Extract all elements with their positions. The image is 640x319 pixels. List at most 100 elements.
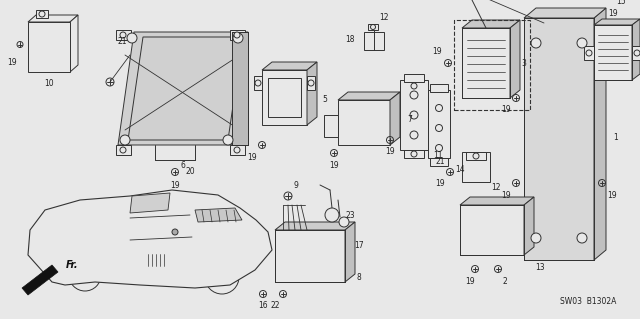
Text: 15: 15 [616, 0, 626, 5]
Text: 19: 19 [608, 9, 618, 18]
Polygon shape [275, 222, 355, 230]
Bar [28, 22, 70, 72]
Circle shape [120, 135, 130, 145]
Text: 1: 1 [614, 133, 618, 143]
Text: 9: 9 [294, 181, 298, 189]
Bar [430, 158, 448, 166]
Text: 20: 20 [185, 167, 195, 176]
Circle shape [410, 91, 418, 99]
Bar [584, 46, 594, 60]
Bar [254, 76, 262, 90]
Bar [338, 100, 390, 145]
Bar [462, 28, 510, 98]
Bar [275, 230, 345, 282]
Text: 19: 19 [435, 180, 445, 189]
Circle shape [577, 233, 587, 243]
Bar [594, 25, 632, 80]
Text: 3: 3 [522, 58, 527, 68]
Bar [307, 76, 315, 90]
Polygon shape [510, 20, 520, 98]
Bar [262, 70, 307, 125]
Text: 19: 19 [329, 160, 339, 169]
Circle shape [435, 145, 442, 152]
Text: 10: 10 [44, 79, 54, 88]
Bar [116, 30, 131, 40]
Circle shape [435, 124, 442, 131]
Bar [230, 145, 245, 155]
Polygon shape [460, 197, 534, 205]
Text: 12: 12 [380, 12, 388, 21]
Bar [268, 78, 301, 117]
Text: 2: 2 [502, 277, 508, 286]
Bar [454, 20, 530, 110]
Polygon shape [632, 19, 640, 80]
Polygon shape [28, 15, 78, 22]
Circle shape [339, 217, 349, 227]
Circle shape [233, 33, 243, 43]
Circle shape [410, 131, 418, 139]
Circle shape [577, 38, 587, 48]
Text: 19: 19 [501, 190, 511, 199]
Circle shape [435, 105, 442, 112]
Polygon shape [118, 32, 248, 145]
Circle shape [223, 135, 233, 145]
Polygon shape [594, 19, 640, 25]
Text: 23: 23 [345, 211, 355, 219]
Ellipse shape [166, 77, 200, 99]
Text: 19: 19 [465, 277, 475, 286]
Text: SW03  B1302A: SW03 B1302A [560, 298, 616, 307]
Polygon shape [195, 208, 242, 222]
Text: 19: 19 [607, 190, 617, 199]
Text: Fr.: Fr. [66, 260, 78, 270]
Text: 6: 6 [180, 160, 186, 169]
Polygon shape [390, 92, 400, 145]
Polygon shape [232, 32, 248, 145]
Bar [632, 46, 640, 60]
Circle shape [205, 260, 239, 294]
Polygon shape [338, 92, 400, 100]
Bar [428, 90, 450, 158]
Bar [364, 32, 384, 50]
Bar [400, 80, 428, 150]
Polygon shape [28, 190, 272, 288]
Text: 18: 18 [345, 35, 355, 44]
Polygon shape [307, 62, 317, 125]
Text: 19: 19 [501, 106, 511, 115]
Polygon shape [462, 20, 520, 28]
Bar [404, 150, 424, 158]
Text: 12: 12 [492, 182, 500, 191]
Text: 19: 19 [247, 152, 257, 161]
Bar [36, 10, 48, 18]
Text: 19: 19 [170, 181, 180, 189]
Polygon shape [524, 8, 606, 18]
Text: 14: 14 [455, 166, 465, 174]
Circle shape [234, 32, 240, 38]
Circle shape [120, 147, 126, 153]
Text: 7: 7 [408, 115, 412, 124]
Text: 5: 5 [323, 95, 328, 105]
Text: 19: 19 [385, 147, 395, 157]
Circle shape [410, 111, 418, 119]
Circle shape [531, 233, 541, 243]
Text: 16: 16 [258, 301, 268, 310]
Circle shape [234, 147, 240, 153]
Bar [404, 74, 424, 82]
Circle shape [325, 208, 339, 222]
Bar [466, 152, 486, 160]
Text: 19: 19 [7, 58, 17, 67]
Polygon shape [130, 193, 170, 213]
Bar [324, 115, 338, 137]
Text: 21: 21 [435, 158, 445, 167]
Polygon shape [262, 62, 317, 70]
Bar [460, 205, 524, 255]
Bar [116, 145, 131, 155]
Text: 19: 19 [432, 47, 442, 56]
Polygon shape [22, 265, 58, 295]
Polygon shape [345, 222, 355, 282]
Circle shape [127, 33, 137, 43]
Text: 11: 11 [433, 151, 443, 160]
Text: 8: 8 [356, 272, 362, 281]
Circle shape [172, 229, 178, 235]
Circle shape [69, 259, 101, 291]
Polygon shape [524, 18, 594, 260]
